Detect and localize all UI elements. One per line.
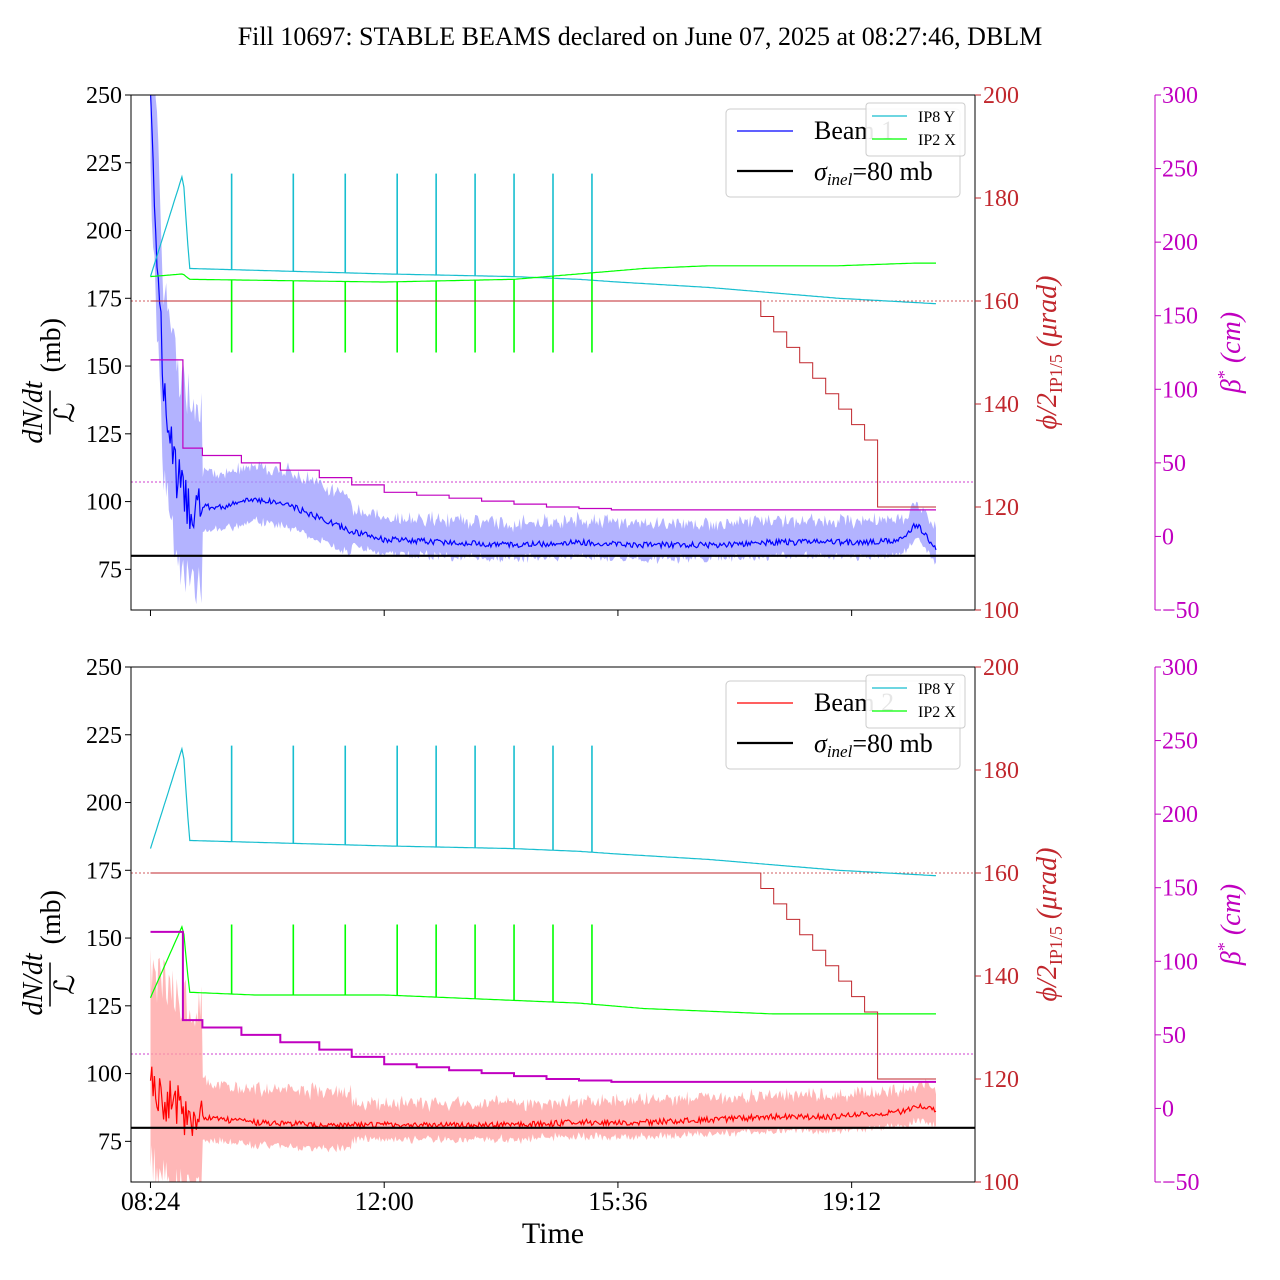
ip8y-line <box>149 746 937 877</box>
right2-tick-label: 300 <box>1162 655 1198 681</box>
right2-axis-label: β* (cm) <box>1214 884 1247 966</box>
axes-frame <box>130 94 976 611</box>
crossing-angle-line <box>150 300 936 508</box>
x-tick-label: 08:24 <box>121 1187 180 1216</box>
right2-tick-label: 200 <box>1162 230 1198 256</box>
legend-ip8y-label: IP8 Y <box>918 681 956 698</box>
right1-axis-label-text: ϕ/2IP1/5 (μrad) <box>1032 276 1066 430</box>
left-tick-label: 200 <box>86 219 122 245</box>
right2-tick-label: 150 <box>1162 304 1198 330</box>
beam-uncertainty-band <box>150 949 936 1182</box>
left-tick-label: 175 <box>86 858 122 884</box>
right1-tick-label: 100 <box>983 598 1019 624</box>
right1-tick-label: 160 <box>983 861 1019 887</box>
right2-tick-label: 250 <box>1162 157 1198 183</box>
ip2x-line <box>150 262 936 283</box>
left-tick-label: 225 <box>86 151 122 177</box>
left-axis-label-denominator: ℒ <box>50 402 81 422</box>
left-tick-label: 75 <box>98 557 122 583</box>
left-axis-label-unit: (mb) <box>36 318 67 372</box>
ip8y-line <box>149 174 937 305</box>
right2-tick-label: −50 <box>1162 1170 1200 1196</box>
beam-ratio-line <box>149 1066 937 1136</box>
right1-axis-label-text: ϕ/2IP1/5 (μrad) <box>1032 848 1066 1002</box>
panel-beam-1: 75 100 125 150 175 200 225 250 100 120 140 160 180 20… <box>18 83 1247 624</box>
left-tick-label: 75 <box>98 1129 122 1155</box>
right2-tick-label: 250 <box>1162 729 1198 755</box>
right2-tick-label: 300 <box>1162 83 1198 109</box>
right2-tick-label: 100 <box>1162 377 1198 403</box>
ip-legend: IP8 Y IP2 X <box>865 674 966 729</box>
left-axis-label-denominator: ℒ <box>50 974 81 994</box>
legend-ip2x-label: IP2 X <box>918 132 956 149</box>
right1-axis-label: ϕ/2IP1/5 (μrad) <box>1032 848 1066 1002</box>
axes-frame <box>130 666 976 1183</box>
right2-tick-label: 50 <box>1162 451 1186 477</box>
beta-star-line <box>150 930 936 1083</box>
left-axis-label: dN/dt ℒ (mb) <box>18 318 81 444</box>
left-tick-label: 100 <box>86 490 122 516</box>
right1-axis-label: ϕ/2IP1/5 (μrad) <box>1032 276 1066 430</box>
left-tick-label: 100 <box>86 1062 122 1088</box>
x-axis-label: Time <box>522 1217 584 1250</box>
x-tick-label: 12:00 <box>355 1187 414 1216</box>
plot-area <box>131 745 975 1182</box>
right2-tick-label: 200 <box>1162 802 1198 828</box>
right2-tick-label: 0 <box>1162 1096 1174 1122</box>
ip2x-line <box>149 925 936 1015</box>
right2-tick-label: 100 <box>1162 949 1198 975</box>
plot-area <box>131 95 975 605</box>
beta-star-line <box>150 359 936 511</box>
left-axis-label-numerator: dN/dt <box>18 952 49 1015</box>
left-tick-label: 250 <box>86 83 122 109</box>
legend-ip2x-label: IP2 X <box>918 704 956 721</box>
left-tick-label: 150 <box>86 354 122 380</box>
figure-title: Fill 10697: STABLE BEAMS declared on Jun… <box>238 22 1043 51</box>
right1-tick-label: 200 <box>983 83 1019 109</box>
left-tick-label: 125 <box>86 422 122 448</box>
left-tick-label: 125 <box>86 994 122 1020</box>
legend-sigma-label: σinel=80 mb <box>814 729 933 761</box>
right2-tick-label: 0 <box>1162 524 1174 550</box>
right1-tick-label: 140 <box>983 392 1019 418</box>
left-tick-label: 200 <box>86 791 122 817</box>
right1-tick-label: 140 <box>983 964 1019 990</box>
right1-tick-label: 180 <box>983 758 1019 784</box>
right1-tick-label: 100 <box>983 1170 1019 1196</box>
right2-tick-label: −50 <box>1162 598 1200 624</box>
x-tick-label: 15:36 <box>588 1187 647 1216</box>
beam-ratio-line <box>150 95 937 551</box>
right1-tick-label: 180 <box>983 186 1019 212</box>
left-axis-label: dN/dt ℒ (mb) <box>18 890 81 1016</box>
crossing-angle-line <box>150 872 936 1080</box>
left-tick-label: 150 <box>86 926 122 952</box>
right2-axis-label-text: β* (cm) <box>1214 312 1247 394</box>
x-axis: 08:24 12:00 15:36 19:12 <box>121 1187 881 1216</box>
right2-tick-label: 150 <box>1162 876 1198 902</box>
left-tick-label: 175 <box>86 286 122 312</box>
right1-tick-label: 120 <box>983 495 1019 521</box>
right1-tick-label: 200 <box>983 655 1019 681</box>
left-tick-label: 225 <box>86 723 122 749</box>
beam-uncertainty-band <box>150 95 936 605</box>
left-axis-label-numerator: dN/dt <box>18 380 49 443</box>
left-axis-label-unit: (mb) <box>36 890 67 944</box>
panel-beam-2: 75 100 125 150 175 200 225 250 100 120 140 160 180 20… <box>18 655 1247 1196</box>
legend-ip8y-label: IP8 Y <box>918 109 956 126</box>
left-tick-label: 250 <box>86 655 122 681</box>
right2-tick-label: 50 <box>1162 1023 1186 1049</box>
right2-axis-label-text: β* (cm) <box>1214 884 1247 966</box>
right1-tick-label: 160 <box>983 289 1019 315</box>
right2-axis-label: β* (cm) <box>1214 312 1247 394</box>
legend-sigma-label: σinel=80 mb <box>814 157 933 189</box>
ip-legend: IP8 Y IP2 X <box>865 102 966 157</box>
right1-tick-label: 120 <box>983 1067 1019 1093</box>
x-tick-label: 19:12 <box>822 1187 881 1216</box>
